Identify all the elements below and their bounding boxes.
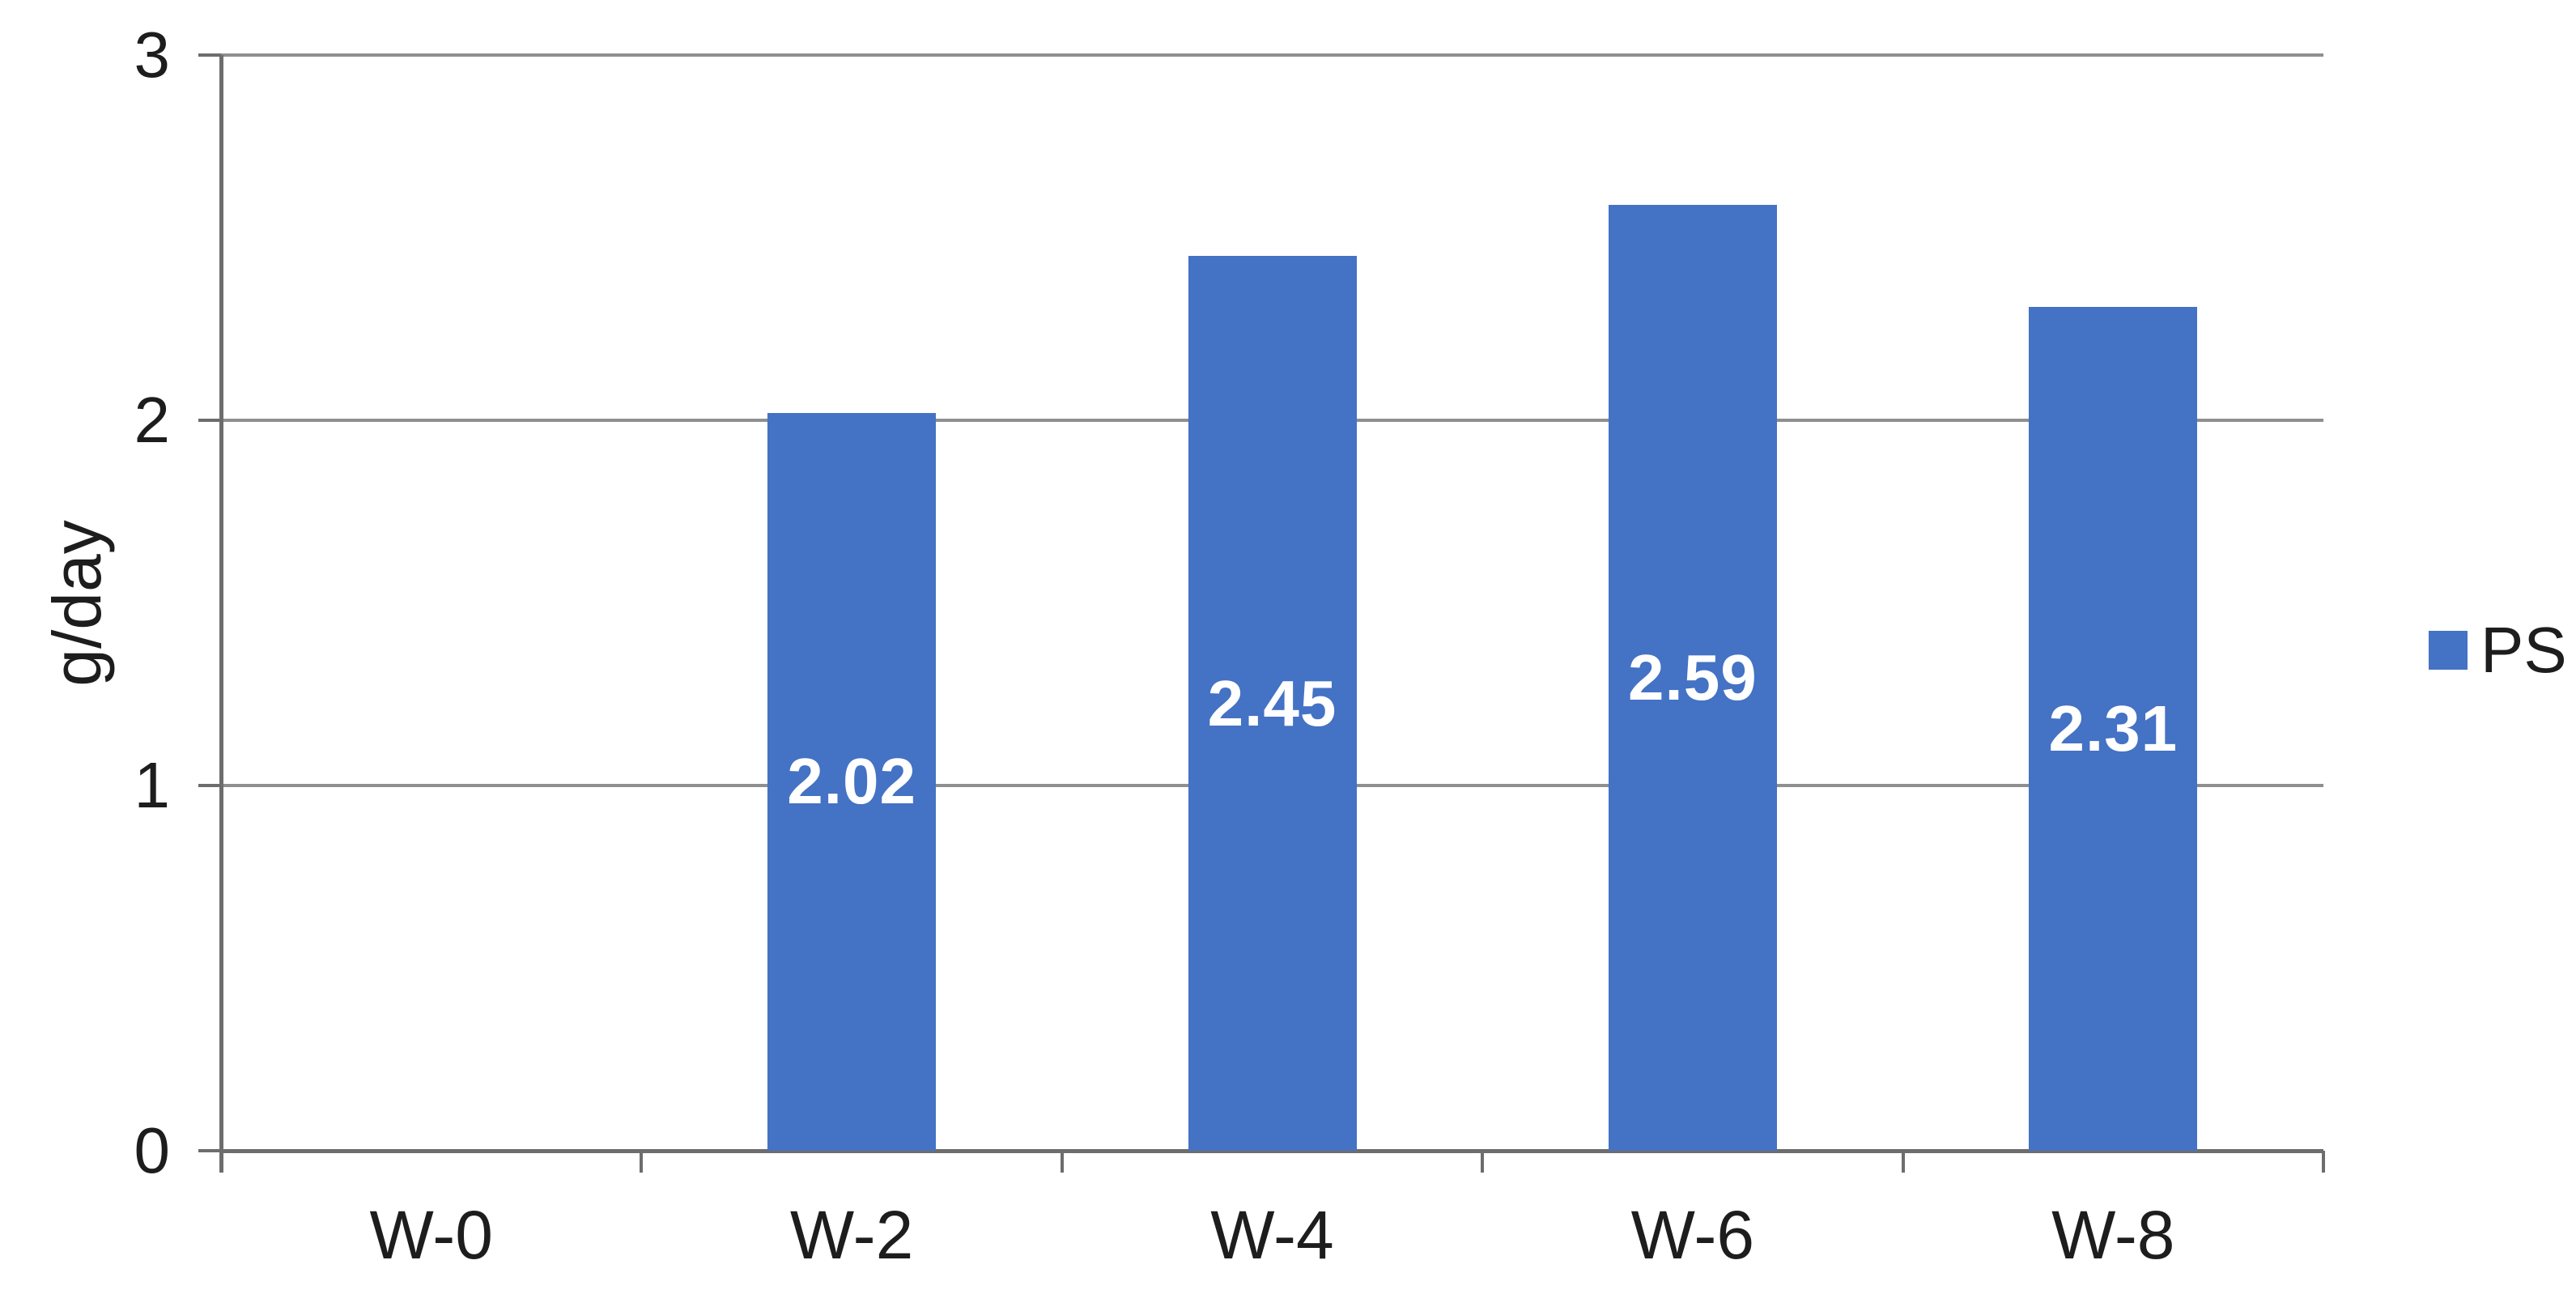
x-tick-mark	[2322, 1151, 2325, 1173]
y-axis-title: g/day	[39, 520, 115, 687]
bar-data-label: 2.59	[1628, 641, 1758, 713]
x-category-label: W-6	[1630, 1197, 1755, 1273]
y-tick-mark	[198, 1149, 221, 1152]
y-tick-label: 0	[134, 1114, 171, 1186]
x-category-label: W-8	[2051, 1197, 2175, 1273]
x-category-label: W-4	[1210, 1197, 1334, 1273]
x-category-label: W-2	[789, 1197, 914, 1273]
x-tick-mark	[1901, 1151, 1905, 1173]
x-tick-mark	[640, 1151, 644, 1173]
y-tick-mark	[198, 419, 221, 422]
legend-label: PS	[2480, 614, 2567, 686]
x-tick-mark	[1481, 1151, 1485, 1173]
y-tick-label: 3	[134, 19, 171, 91]
bar-data-label: 2.45	[1207, 666, 1337, 739]
bar-data-label: 2.31	[2048, 692, 2179, 765]
bar	[1188, 256, 1357, 1151]
x-tick-mark	[1060, 1151, 1064, 1173]
y-tick-label: 2	[134, 384, 171, 456]
bar	[767, 412, 937, 1151]
x-category-label: W-0	[369, 1197, 493, 1273]
y-tick-label: 1	[134, 749, 171, 821]
legend: PS	[2429, 614, 2567, 687]
bar-data-label: 2.02	[787, 745, 916, 818]
x-axis-line	[221, 1149, 2323, 1153]
y-tick-mark	[198, 784, 221, 787]
bar	[2029, 307, 2198, 1151]
y-axis-line	[219, 55, 223, 1173]
legend-swatch-icon	[2429, 631, 2468, 670]
bar	[1608, 204, 1777, 1151]
gridline	[221, 53, 2323, 57]
y-tick-mark	[198, 53, 221, 57]
